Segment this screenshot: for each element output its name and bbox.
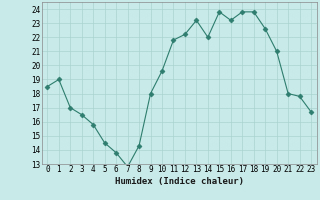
- X-axis label: Humidex (Indice chaleur): Humidex (Indice chaleur): [115, 177, 244, 186]
